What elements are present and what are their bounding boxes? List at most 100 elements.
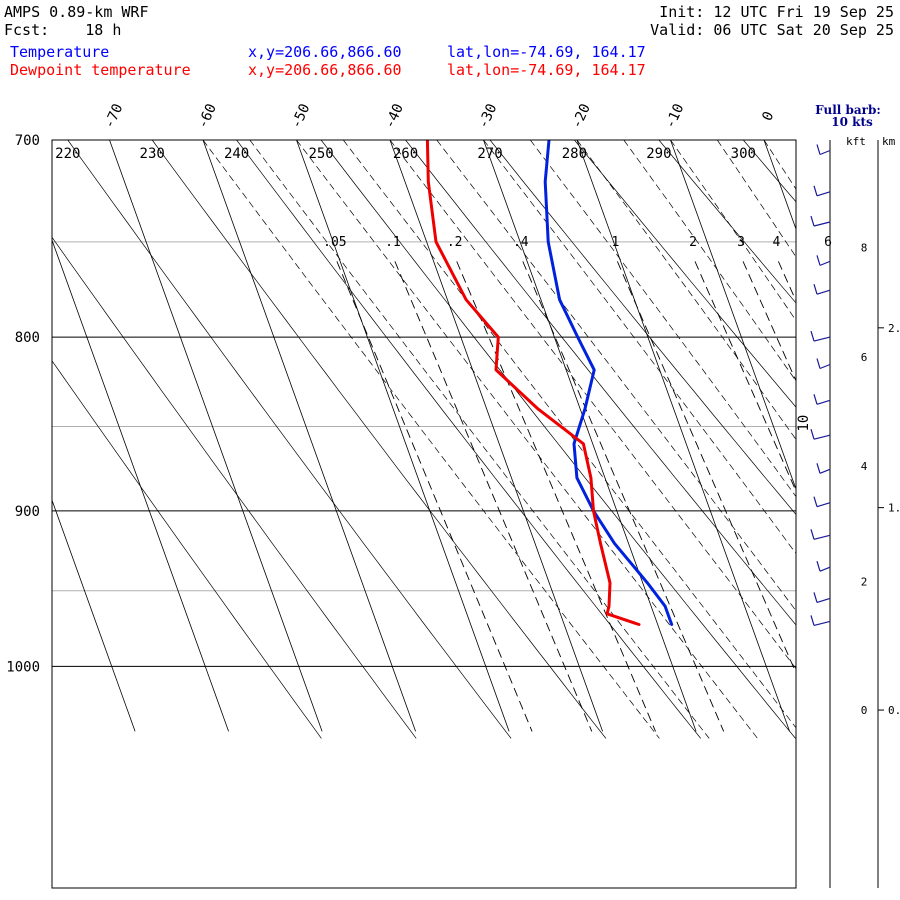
km-tick: 2. xyxy=(888,322,900,335)
wind-barb-flag xyxy=(816,255,821,266)
temperature-tick--10: -10 xyxy=(662,101,687,131)
wind-barb xyxy=(819,566,831,572)
kft-tick: 4 xyxy=(861,460,868,473)
isotherm--100 xyxy=(0,140,42,731)
wind-barb xyxy=(819,363,831,370)
isotherm--90 xyxy=(52,499,136,732)
mixing-ratio-label: 3 xyxy=(737,235,745,250)
dewpoint-latlon: lat,lon=-74.69, 164.17 xyxy=(447,61,646,79)
wind-barb-flag xyxy=(816,463,821,474)
mixing-ratio-line xyxy=(742,261,796,382)
mixing-ratio-label: .05 xyxy=(323,235,346,250)
moist-adiabat--45 xyxy=(343,140,796,729)
theta-label-280: 280 xyxy=(562,146,587,162)
barb-title-1: Full barb: xyxy=(815,103,881,117)
wind-barb xyxy=(819,260,831,266)
theta-label-220: 220 xyxy=(55,146,80,162)
moist-adiabat--5 xyxy=(717,140,796,258)
temperature-tick--50: -50 xyxy=(288,101,313,131)
wind-barb xyxy=(816,502,831,508)
temperature-tick--30: -30 xyxy=(475,101,500,131)
dry-adiabat-200 xyxy=(52,360,322,739)
temperature-tick--20: -20 xyxy=(569,101,594,131)
moist-adiabat--25 xyxy=(530,140,796,498)
isotherm--40 xyxy=(389,140,603,732)
pressure-tick-1000: 1000 xyxy=(6,659,40,675)
temperature-latlon: lat,lon=-74.69, 164.17 xyxy=(447,43,646,61)
dry-adiabat-220 xyxy=(67,140,512,739)
dewpoint-xy: x,y=206.66,866.60 xyxy=(248,61,402,79)
barb-title-2: 10 kts xyxy=(831,115,873,129)
wind-barb xyxy=(813,620,831,627)
mixing-ratio-label: .4 xyxy=(513,235,529,250)
dewpoint-legend: Dewpoint temperature xyxy=(10,61,191,79)
isotherm--70 xyxy=(109,140,323,732)
temperature-profile xyxy=(543,140,674,626)
moist-adiabat--30 xyxy=(483,140,796,555)
temperature-tick-label: 0 xyxy=(759,109,777,123)
temperature-xy: x,y=206.66,866.60 xyxy=(248,43,402,61)
wind-barb-flag xyxy=(813,185,818,196)
mixing-ratio-line xyxy=(336,261,533,732)
temperature-tick-label: -30 xyxy=(475,101,500,131)
moist-adiabat-0 xyxy=(763,140,796,190)
side-label: 10 xyxy=(796,415,812,432)
theta-label-250: 250 xyxy=(308,146,333,162)
mixing-ratio-line xyxy=(777,261,796,302)
kft-tick: 6 xyxy=(861,351,868,364)
mixing-ratio-line xyxy=(456,261,656,732)
wind-barb-flag xyxy=(816,144,821,155)
wind-barb-flag xyxy=(813,592,818,603)
wind-barb-flag xyxy=(816,561,821,572)
dewpoint-profile xyxy=(425,140,641,626)
temperature-tick-0: 0 xyxy=(759,109,777,123)
km-label: km xyxy=(882,135,896,148)
mixing-ratio-line xyxy=(616,261,796,675)
wind-barb-flag xyxy=(810,215,815,227)
temperature-tick--70: -70 xyxy=(101,101,126,131)
dry-adiabat-240 xyxy=(236,140,701,739)
mixing-ratio-label: 1 xyxy=(611,235,619,250)
temperature-tick-label: -70 xyxy=(101,101,126,131)
dry-adiabat-310 xyxy=(809,119,900,739)
wind-barb-flag xyxy=(810,330,815,342)
isotherm--50 xyxy=(296,140,510,732)
dry-adiabat-210 xyxy=(52,236,417,739)
km-tick: 0. xyxy=(888,704,900,717)
moist-adiabat-5 xyxy=(811,140,900,738)
isotherm--30 xyxy=(483,140,697,732)
wind-barb-flag xyxy=(813,394,818,405)
dry-adiabat-230 xyxy=(151,140,607,739)
wind-barb xyxy=(813,221,831,227)
moist-adiabat--35 xyxy=(436,140,796,612)
isotherm--10 xyxy=(670,140,796,491)
moist-adiabat--40 xyxy=(389,140,796,670)
temperature-tick-label: -40 xyxy=(382,101,407,131)
isotherm-0 xyxy=(763,140,796,231)
moist-adiabat--55 xyxy=(249,140,710,739)
mixing-ratio-line xyxy=(522,261,725,732)
dry-adiabat-270 xyxy=(489,140,796,516)
temperature-tick-label: -20 xyxy=(569,101,594,131)
theta-label-270: 270 xyxy=(477,146,502,162)
temperature-tick-label: -60 xyxy=(195,101,220,131)
fcst-value: 18 h xyxy=(85,21,122,39)
wind-barb xyxy=(816,289,831,295)
theta-label-240: 240 xyxy=(224,146,249,162)
moist-adiabat--20 xyxy=(576,140,796,441)
dry-adiabat-300 xyxy=(742,140,796,203)
forecast-label: Fcst: 18 h xyxy=(4,22,121,39)
theta-label-290: 290 xyxy=(646,146,671,162)
moist-adiabat--10 xyxy=(670,140,796,322)
pressure-tick-800: 800 xyxy=(15,330,40,346)
wind-barb xyxy=(819,149,831,156)
wind-barb-panel: Full barb: 10 kts kft km 8 6 4 2 0 2. 1. 0. 10 xyxy=(796,103,900,888)
wind-barb xyxy=(813,434,831,440)
dry-adiabat-290 xyxy=(658,140,796,304)
mixing-ratio-label: .1 xyxy=(385,235,401,250)
wind-barb-flag xyxy=(810,529,815,540)
background-grid xyxy=(0,119,900,739)
side-label-text: 10 xyxy=(796,415,812,432)
chart-title: AMPS 0.89-km WRF xyxy=(4,3,149,21)
